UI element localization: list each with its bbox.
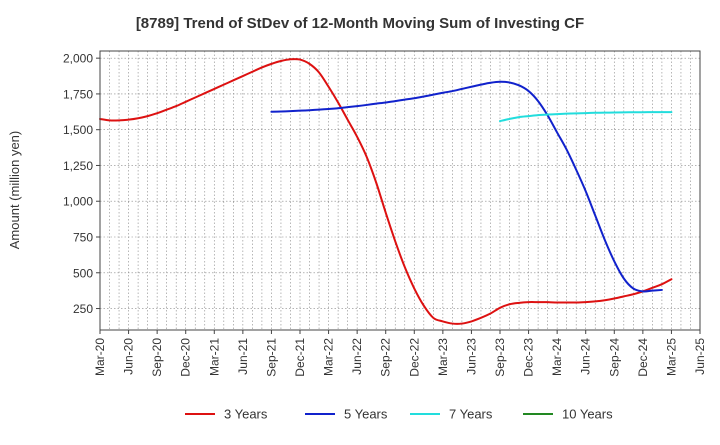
plot-area-frame: [99, 50, 701, 331]
x-tick-label: Dec-23: [522, 338, 536, 377]
series-line-5-years: [270, 80, 663, 293]
y-tick-label: 500: [73, 266, 93, 280]
x-tick-label: Sep-20: [150, 338, 164, 377]
x-tick-label: Jun-22: [350, 338, 364, 375]
y-tick-label: 250: [73, 302, 93, 316]
x-tick-label: Jun-25: [693, 338, 707, 375]
x-tick-label: Mar-23: [436, 338, 450, 376]
x-axis-ticks: Mar-20 Jun-20 Sep-20 Dec-20 Mar-21 Jun-21 Sep-…: [93, 330, 707, 377]
legend-label-10-years: 10 Years: [562, 407, 613, 422]
y-tick-label: 1,500: [63, 123, 93, 137]
series-lines: [99, 58, 673, 325]
series-line-7-years: [499, 111, 673, 123]
x-tick-label: Sep-21: [264, 338, 278, 377]
chart-title: [8789] Trend of StDev of 12-Month Moving…: [136, 15, 584, 32]
x-tick-label: Sep-23: [493, 338, 507, 377]
y-tick-label: 1,000: [63, 195, 93, 209]
x-tick-label: Mar-25: [664, 338, 678, 376]
x-tick-label: Jun-20: [122, 338, 136, 375]
series-line-3-years: [99, 58, 673, 325]
y-tick-label: 1,250: [63, 159, 93, 173]
x-tick-label: Dec-20: [179, 338, 193, 377]
y-tick-label: 750: [73, 231, 93, 245]
x-tick-label: Sep-22: [379, 338, 393, 377]
x-tick-label: Sep-24: [607, 338, 621, 377]
y-tick-label: 2,000: [63, 52, 93, 66]
legend: 3 Years 5 Years 7 Years 10 Years: [185, 407, 613, 422]
y-axis-label: Amount (million yen): [7, 131, 22, 250]
x-tick-label: Mar-21: [207, 338, 221, 376]
x-tick-label: Mar-24: [550, 338, 564, 376]
legend-label-7-years: 7 Years: [449, 407, 493, 422]
y-axis-ticks: 250 500 750 1,000 1,250 1,500 1,750 2,000: [63, 52, 100, 316]
x-tick-label: Jun-23: [464, 338, 478, 375]
x-tick-label: Jun-21: [236, 338, 250, 375]
grid-lines: [100, 51, 700, 330]
x-tick-label: Mar-22: [322, 338, 336, 376]
x-tick-label: Mar-20: [93, 338, 107, 376]
y-tick-label: 1,750: [63, 87, 93, 101]
x-tick-label: Dec-21: [293, 338, 307, 377]
x-tick-label: Dec-24: [636, 338, 650, 377]
legend-label-3-years: 3 Years: [224, 407, 268, 422]
x-tick-label: Jun-24: [579, 338, 593, 375]
x-tick-label: Dec-22: [407, 338, 421, 377]
legend-label-5-years: 5 Years: [344, 407, 388, 422]
